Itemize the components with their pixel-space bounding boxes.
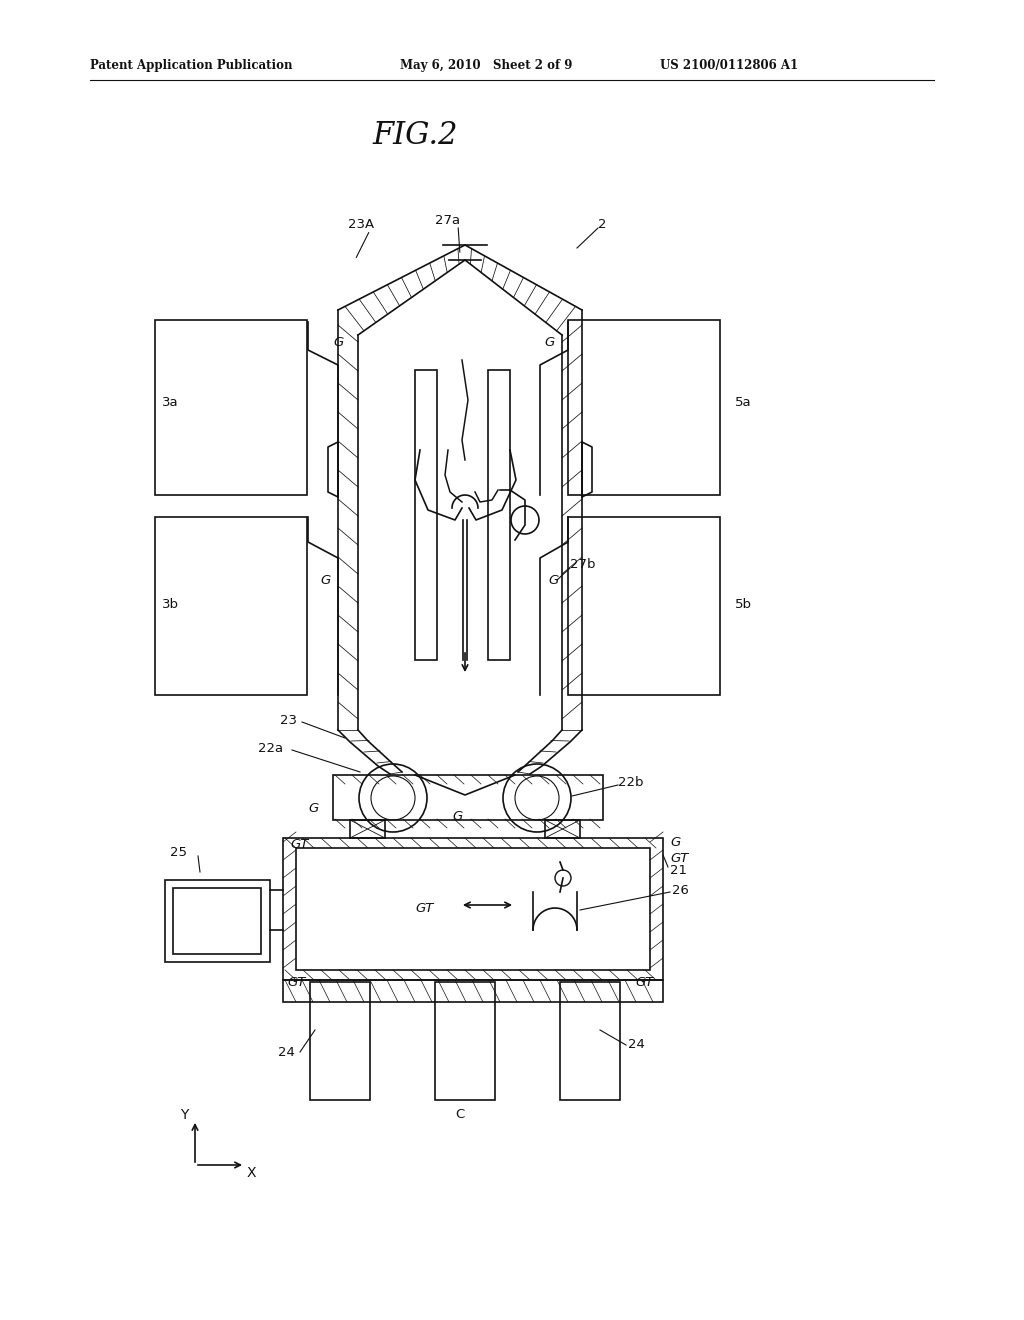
Text: GT: GT xyxy=(635,975,653,989)
Text: G: G xyxy=(544,335,554,348)
Bar xyxy=(568,517,720,696)
Text: G: G xyxy=(319,573,331,586)
Text: 23: 23 xyxy=(280,714,297,726)
Bar xyxy=(165,880,270,962)
Bar xyxy=(350,820,385,838)
Text: G: G xyxy=(308,801,318,814)
Text: 24: 24 xyxy=(278,1045,295,1059)
Text: 22b: 22b xyxy=(618,776,643,788)
Text: G: G xyxy=(548,573,558,586)
Text: C: C xyxy=(456,1109,465,1122)
Bar xyxy=(283,838,663,979)
Text: GT: GT xyxy=(415,902,433,915)
Text: 5b: 5b xyxy=(735,598,752,611)
Bar xyxy=(545,820,580,838)
Text: FIG.2: FIG.2 xyxy=(373,120,458,150)
Text: 27b: 27b xyxy=(570,558,596,572)
Text: 27a: 27a xyxy=(435,214,460,227)
Text: 26: 26 xyxy=(672,883,689,896)
Text: 25: 25 xyxy=(170,846,187,858)
Text: Y: Y xyxy=(180,1107,188,1122)
Text: 23A: 23A xyxy=(348,219,374,231)
Text: GT: GT xyxy=(290,838,308,851)
Text: 21: 21 xyxy=(670,863,687,876)
Bar xyxy=(310,982,370,1100)
Text: 22a: 22a xyxy=(258,742,283,755)
Bar xyxy=(568,319,720,495)
Text: G: G xyxy=(333,335,343,348)
Bar xyxy=(155,517,307,696)
Text: Patent Application Publication: Patent Application Publication xyxy=(90,58,293,71)
Text: GT: GT xyxy=(287,975,305,989)
Text: US 2100/0112806 A1: US 2100/0112806 A1 xyxy=(660,58,798,71)
Text: 5a: 5a xyxy=(735,396,752,408)
Text: GT: GT xyxy=(670,851,688,865)
Text: 2: 2 xyxy=(598,219,606,231)
Text: G: G xyxy=(452,810,462,824)
Bar xyxy=(488,370,510,660)
Bar xyxy=(173,888,261,954)
Text: X: X xyxy=(247,1166,256,1180)
Bar xyxy=(415,370,437,660)
Text: 3a: 3a xyxy=(162,396,178,408)
Text: G: G xyxy=(670,836,680,849)
Bar xyxy=(155,319,307,495)
Bar xyxy=(435,982,495,1100)
Text: May 6, 2010   Sheet 2 of 9: May 6, 2010 Sheet 2 of 9 xyxy=(400,58,572,71)
Bar xyxy=(296,847,650,970)
Bar xyxy=(560,982,620,1100)
Bar xyxy=(283,979,663,1002)
Text: 3b: 3b xyxy=(162,598,179,611)
Text: 24: 24 xyxy=(628,1039,645,1052)
Bar xyxy=(333,775,603,820)
